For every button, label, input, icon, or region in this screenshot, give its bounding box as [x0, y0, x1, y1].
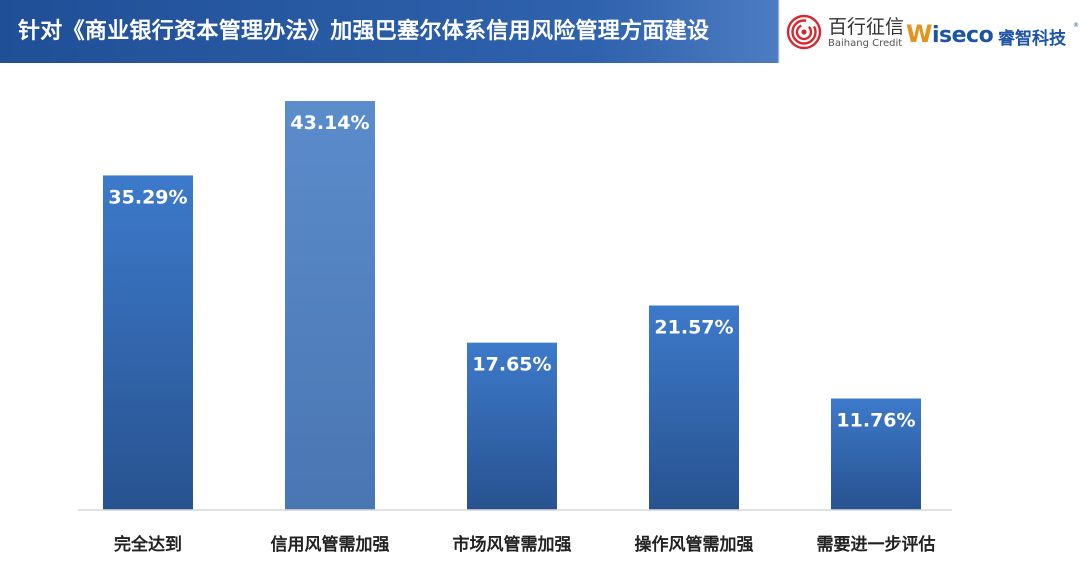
- labels-group: 35.29% 完全达到 43.14% 信用风管需加强 17.65% 市场风管需加强 21.5…: [108, 112, 935, 555]
- bar-value-label-3: 17.65%: [472, 354, 551, 376]
- bar-chart: 35.29% 完全达到 43.14% 信用风管需加强 17.65% 市场风管需加强 21.5…: [78, 101, 952, 555]
- bar-4: [649, 305, 739, 510]
- bars-group: [103, 101, 921, 511]
- wiseco-logo-w: W: [906, 20, 932, 48]
- wiseco-logo-rest: iseco: [931, 23, 994, 48]
- bar-5: [831, 398, 921, 510]
- bar-2: [285, 101, 375, 510]
- baihang-logo-cn: 百行征信: [828, 16, 905, 38]
- logo-area: 百行征信 Baihang Credit Wiseco 睿智科技 ®: [780, 0, 1080, 63]
- bar-value-label-4: 21.57%: [654, 317, 733, 339]
- bar-value-label-1: 35.29%: [108, 186, 187, 208]
- category-label-4: 操作风管需加强: [635, 534, 754, 555]
- wiseco-logo-cn: 睿智科技: [998, 29, 1066, 49]
- category-label-3: 市场风管需加强: [453, 534, 572, 555]
- bar-value-label-5: 11.76%: [836, 410, 915, 432]
- wiseco-logo: Wiseco: [906, 20, 994, 48]
- header-banner: 针对《商业银行资本管理办法》加强巴塞尔体系信用风险管理方面建设 百行征信 Bai…: [0, 0, 1080, 63]
- page-title: 针对《商业银行资本管理办法》加强巴塞尔体系信用风险管理方面建设: [18, 19, 710, 44]
- bar-value-label-2: 43.14%: [290, 112, 369, 134]
- category-label-5: 需要进一步评估: [817, 534, 936, 555]
- bar-3: [467, 342, 557, 510]
- category-label-2: 信用风管需加强: [271, 534, 390, 555]
- bar-1: [103, 175, 193, 511]
- category-label-1: 完全达到: [114, 534, 182, 555]
- baihang-logo-icon: [786, 14, 822, 50]
- baihang-logo-en: Baihang Credit: [828, 38, 903, 49]
- wiseco-registered-mark: ®: [1073, 22, 1079, 29]
